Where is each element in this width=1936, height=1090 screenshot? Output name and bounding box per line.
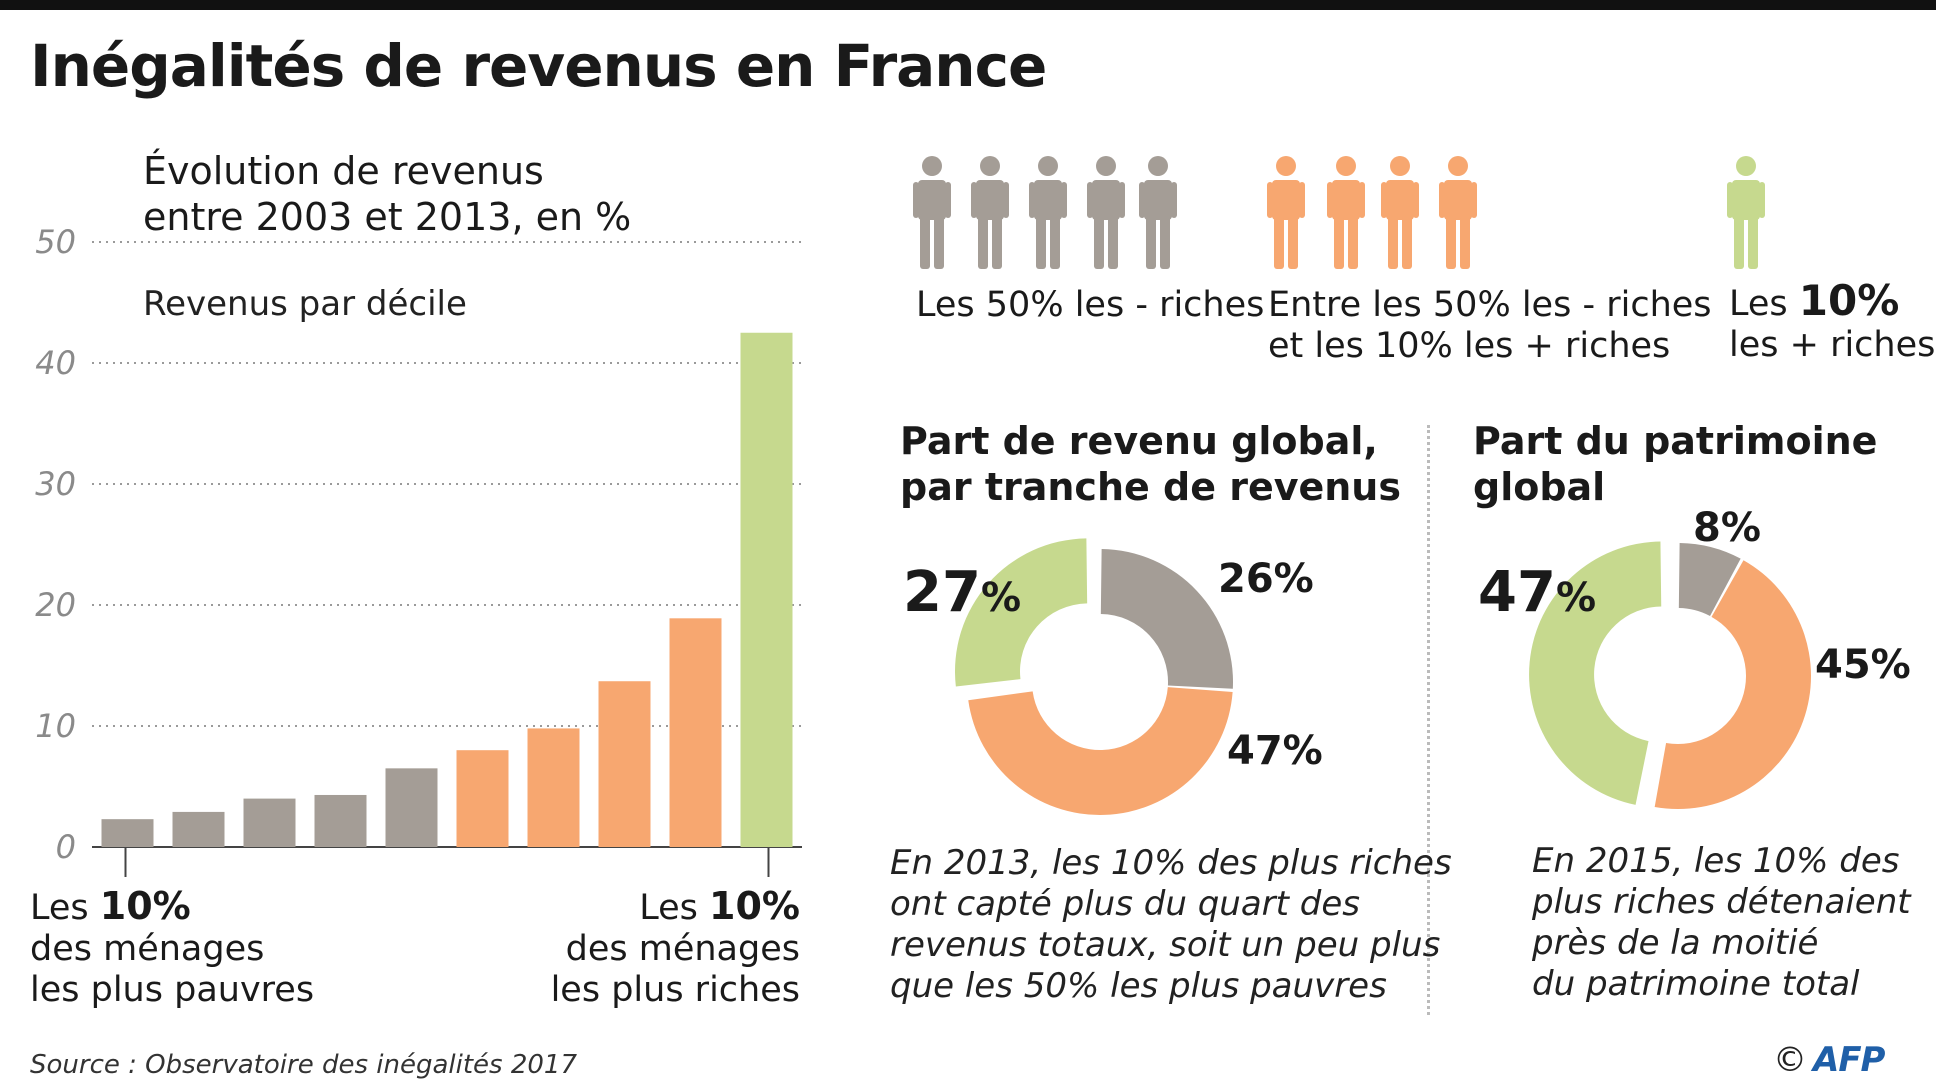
donut-wealth-title-line2: global xyxy=(1473,465,1606,509)
donut-income-note-line4: que les 50% les plus pauvres xyxy=(890,966,1387,1006)
person-icon-orange xyxy=(1327,156,1365,269)
legend-orange-line1: Entre les 50% les - riches xyxy=(1268,285,1712,325)
donut-wealth-green-label: 47% xyxy=(1478,560,1596,625)
legend-orange-line2: et les 10% les + riches xyxy=(1268,326,1671,366)
x-label-poorest-line3: les plus pauvres xyxy=(30,970,315,1010)
legend-green-line2: les + riches xyxy=(1729,325,1936,365)
legend-grey-label: Les 50% les - riches xyxy=(916,285,1264,326)
column-divider xyxy=(1427,425,1430,1015)
donut-income-green-label: 27% xyxy=(903,560,1021,625)
legend-green-label: Les 10% les + riches xyxy=(1729,280,1935,366)
donut-income-green-suffix: % xyxy=(980,575,1022,621)
legend-green-bold: 10% xyxy=(1798,276,1900,325)
x-label-poorest-line2: des ménages xyxy=(30,929,265,969)
legend-green-pre: Les xyxy=(1729,284,1799,324)
x-label-richest-bold: 10% xyxy=(709,884,800,928)
person-icon-grey xyxy=(913,156,951,269)
x-label-poorest: Les 10% des ménages les plus pauvres xyxy=(30,886,314,1011)
x-label-richest-line2: des ménages xyxy=(565,929,800,969)
donut-income-note-line1: En 2013, les 10% des plus riches xyxy=(890,843,1452,883)
donut-income-slice-green xyxy=(954,538,1088,687)
y-tick-label: 0 xyxy=(56,828,76,866)
person-icon-orange xyxy=(1267,156,1305,269)
y-tick-label: 40 xyxy=(35,344,76,382)
legend-orange-label: Entre les 50% les - riches et les 10% le… xyxy=(1268,285,1712,367)
x-label-poorest-pre: Les xyxy=(30,888,100,928)
donut-income-grey-label: 26% xyxy=(1218,556,1314,602)
donut-wealth-note-line1: En 2015, les 10% des xyxy=(1532,841,1900,881)
donut-income-title-line2: par tranche de revenus xyxy=(900,465,1401,509)
y-tick-label: 10 xyxy=(35,707,76,745)
donut-wealth-green-suffix: % xyxy=(1555,575,1597,621)
y-tick-label: 20 xyxy=(35,586,76,624)
person-icon-green xyxy=(1727,156,1765,269)
bar-D6 xyxy=(456,750,509,847)
bar-D10 xyxy=(740,332,793,847)
person-icon-orange xyxy=(1381,156,1419,269)
bar-D1 xyxy=(101,819,154,847)
bar-chart-title-line1: Évolution de revenus xyxy=(143,149,544,193)
afp-logo: AFP xyxy=(1813,1040,1885,1080)
afp-credit: © AFP xyxy=(1773,1040,1885,1080)
x-label-richest-line3: les plus riches xyxy=(550,970,800,1010)
donut-income-slice-orange xyxy=(968,687,1233,816)
donut-wealth-slice-green xyxy=(1529,541,1662,805)
donut-wealth-slice-orange xyxy=(1654,560,1811,809)
bar-D2 xyxy=(172,811,225,847)
x-label-richest: Les 10% des ménages les plus riches xyxy=(551,886,800,1011)
donut-wealth-note: En 2015, les 10% des plus riches détenai… xyxy=(1532,841,1911,1005)
donut-wealth-title-line1: Part du patrimoine xyxy=(1473,419,1878,463)
person-icon-grey xyxy=(1139,156,1177,269)
donut-wealth-slice-grey xyxy=(1678,543,1741,617)
donut-wealth-note-line3: près de la moitié xyxy=(1532,923,1819,963)
donut-wealth-orange-label: 45% xyxy=(1815,642,1911,688)
x-label-poorest-bold: 10% xyxy=(99,884,191,928)
donut-wealth-note-line2: plus riches détenaient xyxy=(1532,882,1911,922)
donut-income-slice-grey xyxy=(1100,549,1233,689)
donut-income-note: En 2013, les 10% des plus riches ont cap… xyxy=(890,843,1452,1007)
bar-chart-title: Évolution de revenus entre 2003 et 2013,… xyxy=(143,148,631,240)
donut-income-note-line3: revenus totaux, soit un peu plus xyxy=(890,925,1441,965)
donut-income-title: Part de revenu global, par tranche de re… xyxy=(900,418,1401,510)
bar-D4 xyxy=(314,794,367,847)
donut-income-orange-label: 47% xyxy=(1227,728,1323,774)
person-icon-orange xyxy=(1439,156,1477,269)
donut-income-title-line1: Part de revenu global, xyxy=(900,419,1378,463)
source-note: Source : Observatoire des inégalités 201… xyxy=(30,1050,578,1080)
person-icon-grey xyxy=(1087,156,1125,269)
donut-income-green-value: 27 xyxy=(903,560,981,625)
bar-D9 xyxy=(669,618,722,847)
bar-D3 xyxy=(243,798,296,847)
bar-chart-subtitle: Revenus par décile xyxy=(143,284,467,324)
person-icon-grey xyxy=(1029,156,1067,269)
copyright-symbol: © xyxy=(1773,1040,1807,1080)
person-icon-grey xyxy=(971,156,1009,269)
y-tick-label: 50 xyxy=(35,223,76,261)
donut-wealth-title: Part du patrimoine global xyxy=(1473,418,1877,510)
page-title: Inégalités de revenus en France xyxy=(30,32,1047,100)
bar-D8 xyxy=(598,681,651,847)
x-label-richest-pre: Les xyxy=(639,888,710,928)
bar-chart-title-line2: entre 2003 et 2013, en % xyxy=(143,195,632,239)
donut-income-note-line2: ont capté plus du quart des xyxy=(890,884,1360,924)
donut-wealth-note-line4: du patrimoine total xyxy=(1532,964,1860,1004)
bar-D5 xyxy=(385,768,438,847)
legend-icons xyxy=(913,156,1765,269)
bar-D7 xyxy=(527,728,580,847)
legend-grey-line1: Les 50% les - riches xyxy=(916,285,1265,325)
donut-wealth-grey-label: 8% xyxy=(1693,505,1761,551)
y-tick-label: 30 xyxy=(35,465,76,503)
donut-wealth-green-value: 47 xyxy=(1478,560,1556,625)
top-rule xyxy=(0,0,1936,10)
